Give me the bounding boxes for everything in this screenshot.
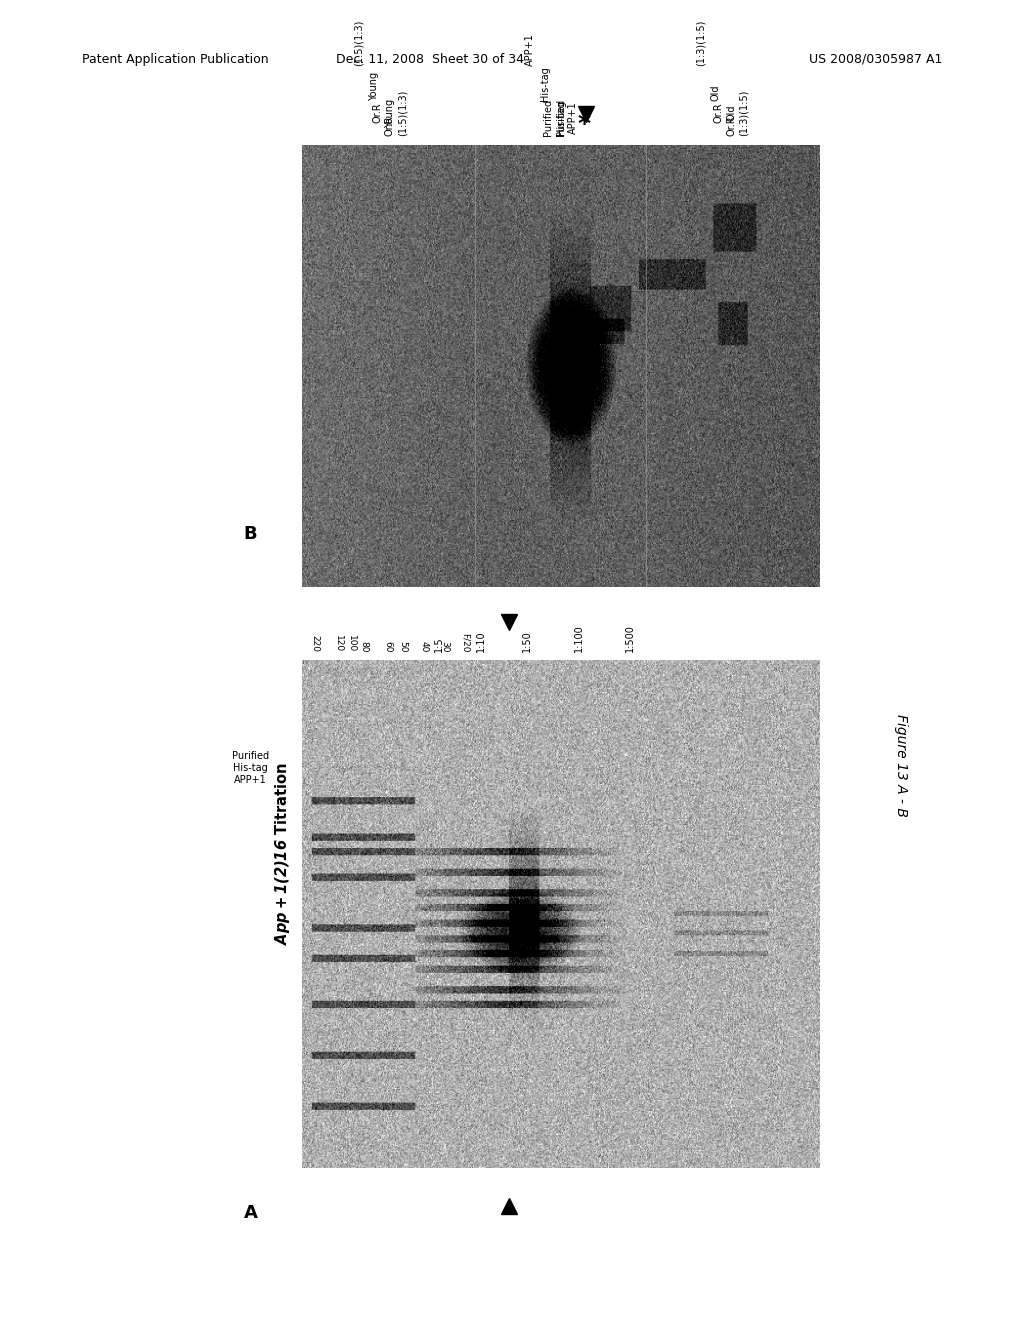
Text: Purified: Purified: [556, 99, 565, 136]
Text: US 2008/0305987 A1: US 2008/0305987 A1: [809, 53, 942, 66]
Text: Young: Young: [370, 71, 380, 100]
Text: F/20: F/20: [461, 632, 469, 652]
Text: 1:50: 1:50: [522, 631, 532, 652]
Text: Or.R
Young
(1:5)(1:3): Or.R Young (1:5)(1:3): [373, 90, 408, 136]
Text: 50: 50: [398, 642, 408, 652]
Text: A: A: [244, 1204, 257, 1222]
Text: Or.R: Or.R: [726, 116, 736, 136]
Text: Purified
His-tag
APP+1: Purified His-tag APP+1: [544, 99, 578, 136]
Text: 1:10: 1:10: [475, 631, 485, 652]
Text: B: B: [244, 525, 257, 544]
Text: Purified
His-tag
APP+1: Purified His-tag APP+1: [231, 751, 269, 784]
Text: Or.R: Or.R: [385, 116, 395, 136]
Text: *: *: [578, 112, 590, 136]
Text: $\bfit{App+1(2)16}$ Titration: $\bfit{App+1(2)16}$ Titration: [272, 762, 292, 945]
Text: Figure 13 A - B: Figure 13 A - B: [894, 714, 908, 817]
Text: Dec. 11, 2008  Sheet 30 of 34: Dec. 11, 2008 Sheet 30 of 34: [336, 53, 524, 66]
Text: 1:5: 1:5: [434, 636, 444, 652]
Text: 80: 80: [359, 642, 369, 652]
Text: APP+1: APP+1: [524, 33, 535, 66]
Text: 220: 220: [310, 635, 319, 652]
Text: His-tag: His-tag: [540, 66, 550, 100]
Text: 40: 40: [419, 642, 428, 652]
Text: 1:100: 1:100: [573, 624, 584, 652]
Text: Or.R
Old
(1:3)(1:5): Or.R Old (1:3)(1:5): [714, 90, 749, 136]
Text: (1:3)(1:5): (1:3)(1:5): [695, 20, 706, 66]
Text: 60: 60: [383, 642, 392, 652]
Text: Old: Old: [711, 84, 721, 100]
Text: Patent Application Publication: Patent Application Publication: [82, 53, 268, 66]
Text: 100: 100: [347, 635, 355, 652]
Text: 120: 120: [334, 635, 343, 652]
Text: (1:5)(1:3): (1:5)(1:3): [354, 20, 364, 66]
Text: 30: 30: [439, 642, 449, 652]
Text: 1:500: 1:500: [626, 624, 636, 652]
